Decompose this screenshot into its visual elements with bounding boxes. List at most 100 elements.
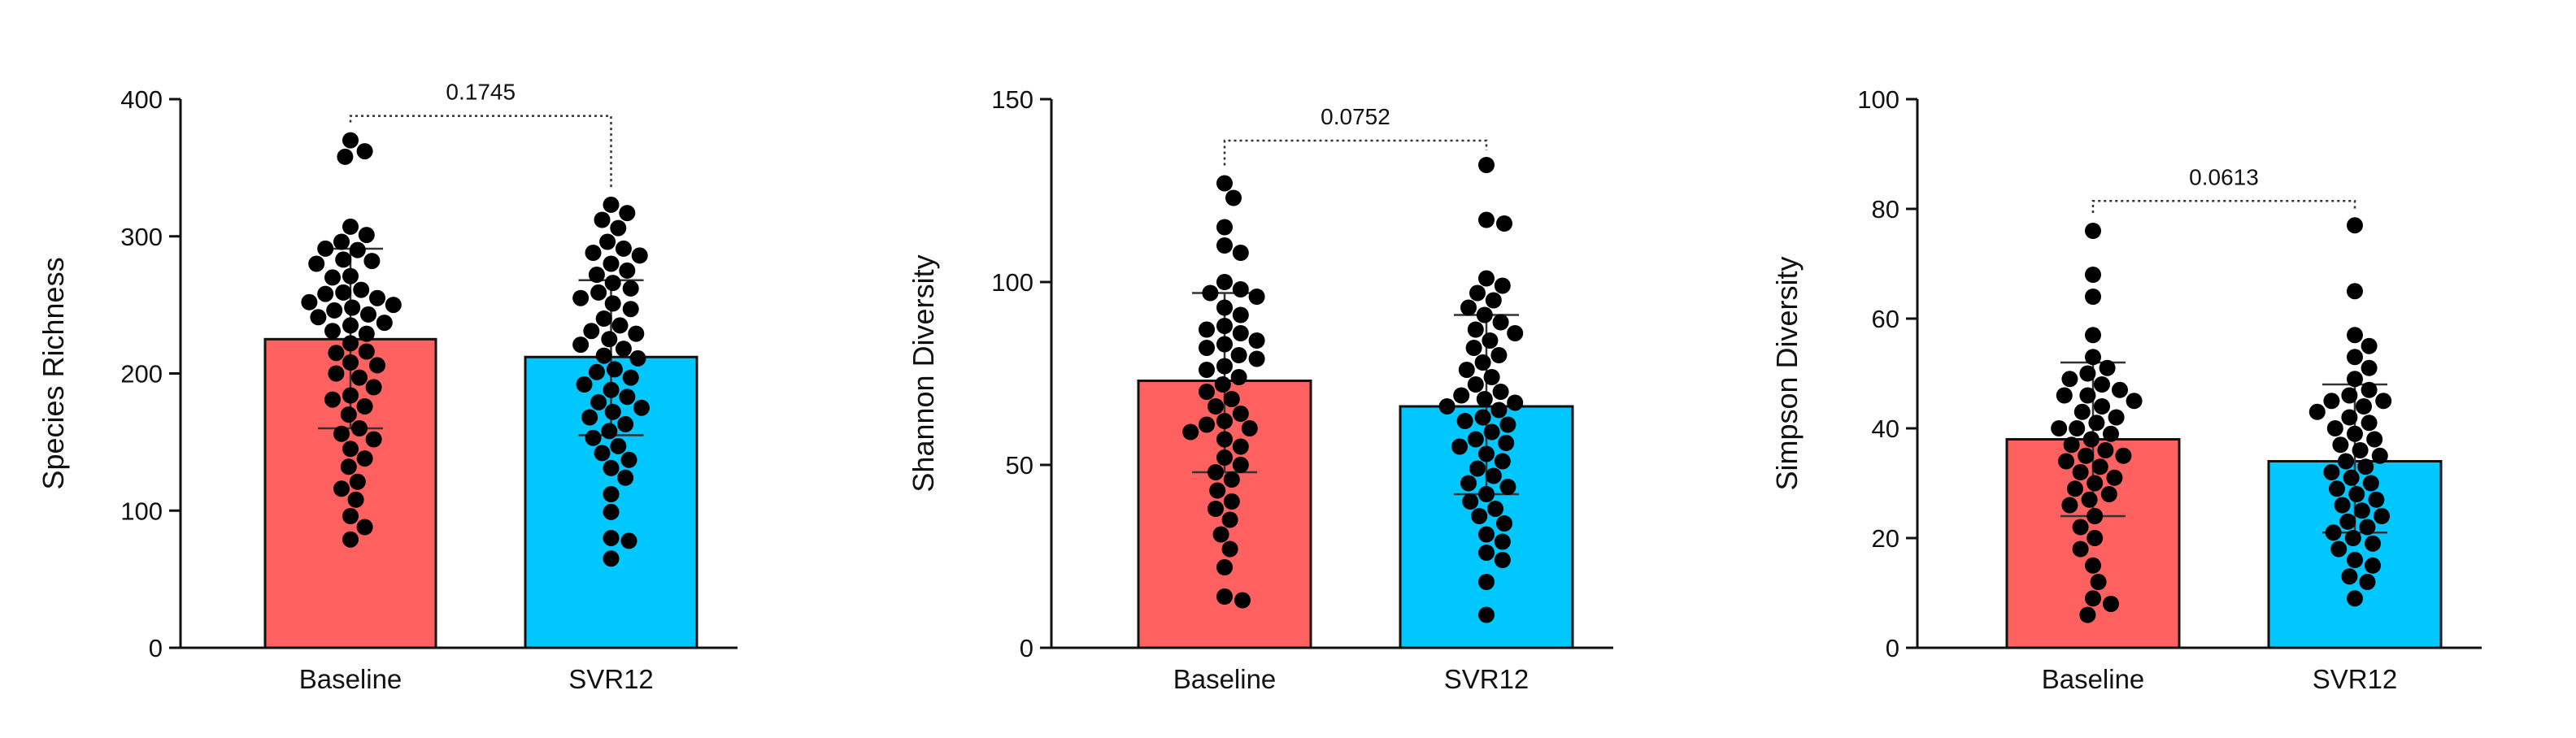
data-point: [2347, 217, 2363, 234]
data-point: [2069, 420, 2086, 436]
data-point: [2359, 519, 2376, 536]
data-point: [2072, 519, 2089, 536]
data-point: [1199, 321, 1215, 338]
data-point: [2086, 475, 2104, 492]
data-point: [1199, 340, 1215, 356]
data-point: [2094, 398, 2110, 415]
data-point: [1471, 508, 1488, 524]
data-point: [1451, 438, 1468, 455]
data-point: [342, 317, 359, 334]
data-point: [1469, 460, 1486, 477]
data-point: [1216, 413, 1233, 429]
y-tick-label: 100: [120, 497, 163, 525]
data-point: [2061, 497, 2078, 514]
category-label-svr12: SVR12: [1444, 664, 1530, 694]
data-point: [2097, 442, 2114, 458]
data-point: [317, 240, 334, 257]
category-label-svr12: SVR12: [2313, 664, 2398, 694]
significance-bracket: [349, 115, 612, 190]
data-point: [1230, 347, 1247, 363]
data-point: [2323, 393, 2340, 410]
y-tick-label: 0: [1886, 634, 1899, 662]
data-point: [1216, 274, 1233, 290]
data-point: [1223, 391, 1240, 407]
data-point: [349, 473, 366, 490]
data-point: [365, 431, 382, 448]
data-point: [1208, 501, 1224, 517]
data-point: [2115, 447, 2132, 464]
data-point: [1494, 277, 1511, 294]
data-point: [1232, 406, 1249, 422]
data-point: [1494, 552, 1511, 568]
y-tick-label: 100: [1857, 85, 1899, 114]
data-point: [1232, 325, 1249, 341]
data-point: [2339, 513, 2356, 530]
data-point: [604, 403, 621, 420]
data-point: [1199, 384, 1215, 400]
data-point: [590, 393, 607, 410]
data-point: [1483, 369, 1500, 385]
data-point: [1467, 376, 1484, 393]
data-point: [2085, 557, 2101, 574]
data-point: [1507, 394, 1524, 411]
data-point: [610, 437, 627, 454]
data-point: [2341, 409, 2358, 426]
data-point: [581, 409, 598, 426]
y-tick-label: 0: [149, 634, 163, 662]
data-point: [2365, 535, 2381, 552]
data-point: [333, 233, 350, 250]
data-point: [2088, 415, 2105, 432]
data-point: [611, 317, 629, 334]
data-point: [2072, 464, 2089, 480]
data-point: [351, 369, 368, 386]
data-point: [2361, 359, 2378, 376]
data-point: [1487, 501, 1503, 517]
data-point: [576, 376, 593, 393]
data-point: [1460, 475, 1477, 492]
data-point: [1438, 398, 1456, 415]
data-point: [595, 310, 612, 327]
data-point: [1478, 211, 1495, 228]
data-point: [1216, 431, 1233, 448]
data-point: [1208, 464, 1224, 480]
data-point: [1467, 431, 1484, 448]
y-axis-title: Simpson Diversity: [1770, 256, 1804, 490]
data-point: [1223, 493, 1240, 510]
data-point: [603, 530, 620, 546]
y-tick-label: 400: [120, 85, 163, 114]
data-point: [631, 247, 648, 264]
data-point: [1478, 526, 1495, 543]
significance-bracket: [1223, 139, 1488, 166]
data-point: [1241, 420, 1258, 436]
data-point: [349, 241, 366, 258]
data-point: [1209, 482, 1226, 499]
data-point: [1478, 606, 1495, 623]
data-point: [335, 251, 352, 268]
data-point: [2347, 283, 2363, 300]
data-point: [628, 325, 645, 342]
data-point: [2338, 453, 2354, 470]
data-point: [2362, 475, 2379, 492]
data-point: [1496, 215, 1512, 232]
data-point: [363, 253, 381, 270]
data-point: [2344, 530, 2361, 546]
data-point: [2325, 524, 2342, 541]
data-point: [606, 361, 623, 378]
data-point: [622, 301, 639, 318]
data-point: [2085, 590, 2101, 607]
data-point: [617, 469, 634, 486]
data-point: [1182, 423, 1199, 441]
data-point: [333, 480, 350, 497]
data-point: [328, 365, 345, 382]
data-point: [2106, 469, 2123, 486]
data-point: [1490, 402, 1508, 419]
data-point: [2341, 568, 2358, 585]
y-tick-label: 100: [991, 268, 1033, 297]
data-point: [2085, 223, 2101, 239]
data-point: [310, 309, 327, 326]
data-point: [2090, 574, 2107, 590]
data-point: [619, 205, 636, 222]
data-point: [342, 531, 359, 548]
data-point: [324, 323, 341, 340]
data-point: [1498, 435, 1515, 451]
